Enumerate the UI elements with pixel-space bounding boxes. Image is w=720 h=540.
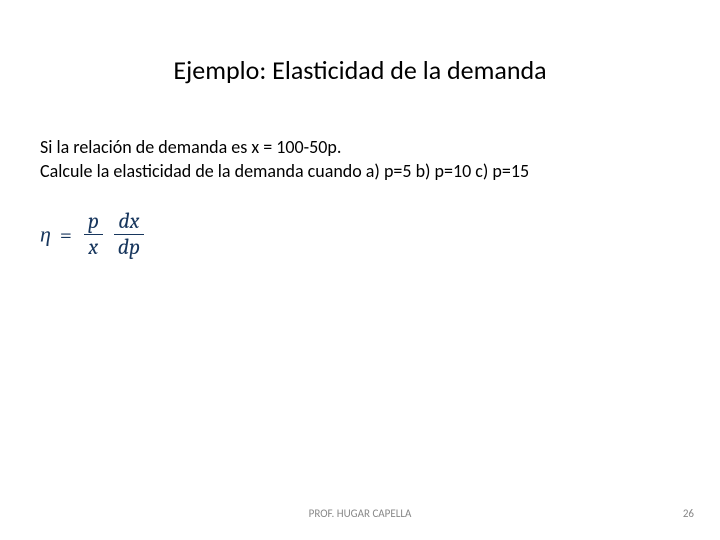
frac2-den: dp bbox=[114, 235, 144, 259]
formula-frac-p-over-x: p x bbox=[84, 210, 103, 259]
footer-author: PROF. HUGAR CAPELLA bbox=[0, 507, 720, 520]
slide-title: Ejemplo: Elasticidad de la demanda bbox=[0, 54, 720, 86]
frac2-num: dx bbox=[114, 210, 144, 235]
elasticity-formula: η = p x dx dp bbox=[40, 210, 147, 259]
formula-frac-dx-over-dp: dx dp bbox=[114, 210, 144, 259]
frac1-den: x bbox=[84, 235, 103, 259]
body-text: Si la relación de demanda es x = 100-50p… bbox=[40, 135, 680, 184]
body-line-1: Si la relación de demanda es x = 100-50p… bbox=[40, 135, 680, 159]
formula-lhs: η bbox=[40, 222, 51, 248]
body-line-2: Calcule la elasticidad de la demanda cua… bbox=[40, 159, 680, 183]
formula-equals: = bbox=[60, 222, 72, 248]
frac1-num: p bbox=[84, 210, 103, 235]
slide: Ejemplo: Elasticidad de la demanda Si la… bbox=[0, 0, 720, 540]
page-number: 26 bbox=[683, 507, 694, 520]
